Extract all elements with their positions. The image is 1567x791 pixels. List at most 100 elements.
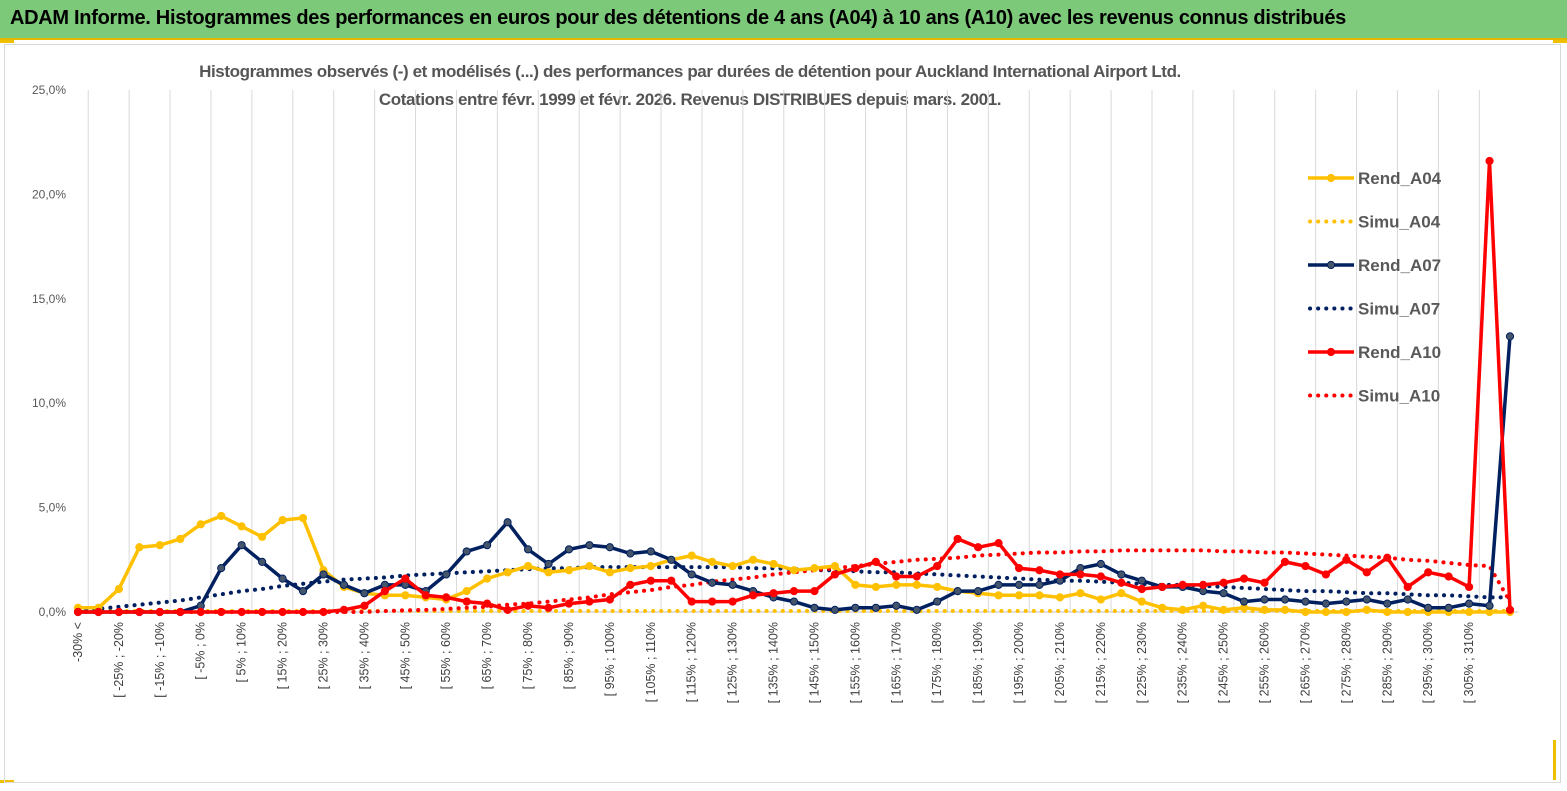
x-tick-label: [ 55% ; 60% — [439, 622, 453, 689]
data-point-rend-a10 — [953, 534, 962, 544]
data-point-rend-a04 — [1403, 607, 1412, 617]
data-point-rend-a10 — [748, 591, 758, 600]
x-tick-label: [ 95% ; 100% — [603, 622, 617, 696]
x-tick-label: [ 225% ; 230% — [1135, 622, 1149, 703]
data-point-rend-a07 — [933, 597, 942, 606]
data-point-rend-a07 — [851, 603, 860, 612]
data-point-rend-a10 — [94, 607, 103, 617]
data-point-rend-a07 — [217, 564, 226, 573]
data-point-rend-a10 — [1444, 572, 1453, 581]
legend-label-simu-a04: Simu_A04 — [1358, 213, 1441, 232]
data-point-rend-a07 — [442, 570, 451, 579]
data-point-rend-a10 — [974, 543, 983, 552]
data-point-rend-a10 — [442, 593, 451, 602]
legend-label-simu-a07: Simu_A07 — [1358, 300, 1440, 319]
data-point-rend-a10 — [1137, 584, 1146, 594]
data-point-rend-a07 — [605, 543, 614, 552]
x-tick-label: [ 285% ; 290% — [1380, 622, 1394, 703]
legend-label-rend-a07: Rend_A07 — [1358, 256, 1441, 275]
data-point-rend-a04 — [278, 516, 287, 525]
data-point-rend-a10 — [1424, 568, 1433, 577]
data-point-rend-a07 — [871, 603, 880, 612]
data-point-rend-a10 — [73, 607, 83, 617]
data-point-rend-a07 — [1260, 595, 1269, 604]
data-point-rend-a04 — [237, 522, 246, 531]
x-tick-label: [ 175% ; 180% — [930, 622, 944, 703]
data-point-rend-a04 — [135, 543, 144, 552]
data-point-rend-a07 — [319, 570, 328, 579]
data-point-rend-a04 — [483, 574, 492, 583]
data-point-rend-a04 — [258, 532, 267, 541]
data-point-rend-a07 — [728, 580, 737, 589]
data-point-rend-a04 — [114, 584, 124, 594]
data-point-rend-a04 — [1137, 597, 1146, 606]
legend-marker-rend-a07 — [1326, 260, 1336, 270]
data-point-rend-a04 — [1260, 605, 1269, 615]
data-point-rend-a07 — [523, 545, 533, 554]
data-point-rend-a10 — [523, 601, 533, 610]
report-banner: ADAM Informe. Histogrammes des performan… — [0, 0, 1567, 40]
data-point-rend-a04 — [871, 582, 880, 592]
data-point-rend-a04 — [1014, 591, 1024, 600]
data-point-rend-a07 — [810, 603, 819, 612]
data-point-rend-a10 — [114, 607, 124, 617]
data-point-rend-a07 — [258, 557, 267, 566]
data-point-rend-a07 — [892, 601, 901, 610]
data-point-rend-a04 — [1464, 607, 1474, 617]
data-point-rend-a07 — [646, 547, 655, 556]
data-point-rend-a04 — [1096, 595, 1105, 604]
x-tick-label: [ 305% ; 310% — [1462, 622, 1476, 703]
x-tick-label: [ 205% ; 210% — [1053, 622, 1067, 703]
legend-label-simu-a10: Simu_A10 — [1358, 387, 1440, 406]
corner-mark-bottom-left — [0, 780, 14, 783]
data-point-rend-a07 — [462, 547, 471, 556]
data-point-rend-a10 — [155, 607, 164, 617]
x-tick-label: [ 25% ; 30% — [316, 622, 330, 689]
data-point-rend-a04 — [933, 582, 942, 592]
data-point-rend-a10 — [708, 597, 717, 606]
data-point-rend-a07 — [503, 518, 512, 527]
data-point-rend-a10 — [769, 589, 778, 598]
data-point-rend-a04 — [176, 534, 185, 544]
x-tick-label: [ 165% ; 170% — [889, 622, 903, 703]
data-point-rend-a10 — [933, 561, 942, 571]
data-point-rend-a04 — [1321, 607, 1330, 617]
x-tick-label: [ 235% ; 240% — [1176, 622, 1190, 703]
data-point-rend-a07 — [667, 555, 676, 564]
x-tick-label: [ 275% ; 280% — [1339, 622, 1353, 703]
x-tick-label: [ 105% ; 110% — [644, 622, 658, 702]
x-tick-label: [ 125% ; 130% — [726, 622, 740, 703]
data-point-rend-a10 — [789, 587, 799, 596]
data-point-rend-a10 — [1464, 582, 1474, 592]
data-point-rend-a04 — [687, 551, 696, 560]
data-point-rend-a04 — [810, 564, 819, 573]
data-point-rend-a10 — [1158, 582, 1167, 592]
data-point-rend-a04 — [1342, 607, 1351, 617]
data-point-rend-a10 — [1280, 557, 1290, 566]
data-point-rend-a10 — [871, 557, 880, 566]
data-point-rend-a10 — [1403, 582, 1412, 592]
data-point-rend-a07 — [544, 559, 553, 569]
x-tick-label: [ 215% ; 220% — [1094, 622, 1108, 703]
x-tick-label: [ 85% ; 90% — [562, 622, 576, 689]
x-tick-label: [ 45% ; 50% — [398, 622, 412, 689]
data-point-rend-a10 — [196, 607, 205, 617]
data-point-rend-a04 — [851, 580, 860, 589]
y-tick-label: 5,0% — [39, 501, 67, 515]
data-point-rend-a10 — [1055, 570, 1065, 579]
x-tick-label: [ 115% ; 120% — [685, 622, 699, 702]
x-tick-label: [ 185% ; 190% — [971, 622, 985, 703]
corner-mark-top-right — [1553, 40, 1567, 43]
y-tick-label: 10,0% — [32, 396, 66, 410]
data-point-rend-a04 — [769, 559, 778, 569]
chart-title: Histogrammes observés (-) et modélisés (… — [199, 62, 1181, 81]
data-point-rend-a10 — [1260, 578, 1269, 587]
data-point-rend-a07 — [1403, 595, 1412, 604]
data-point-rend-a10 — [503, 605, 512, 615]
data-point-rend-a04 — [1076, 589, 1085, 598]
data-point-rend-a07 — [1362, 595, 1371, 604]
data-point-rend-a10 — [1505, 605, 1515, 615]
data-point-rend-a04 — [1158, 603, 1167, 612]
data-point-rend-a07 — [1219, 589, 1228, 598]
